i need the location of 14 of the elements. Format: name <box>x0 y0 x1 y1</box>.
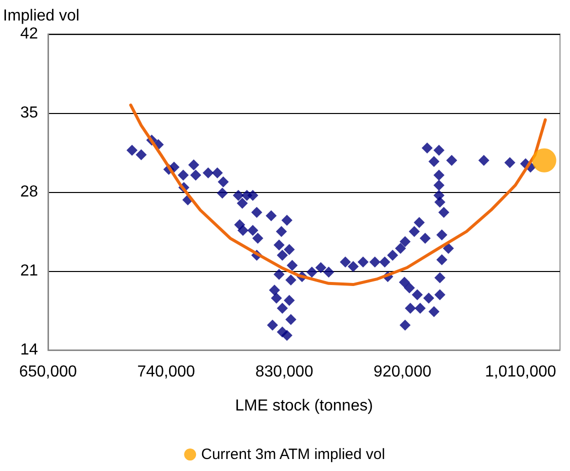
legend-label: Current 3m ATM implied vol <box>201 446 386 463</box>
y-tick-label: 21 <box>20 262 38 280</box>
y-tick-label: 35 <box>20 104 38 122</box>
line-series <box>129 104 547 286</box>
x-tick-label: 650,000 <box>19 364 78 380</box>
y-tick-label: 42 <box>20 26 38 42</box>
x-axis-title: LME stock (tonnes) <box>235 398 373 414</box>
y-tick-label: 14 <box>20 342 38 358</box>
x-tick-label: 920,000 <box>374 364 432 380</box>
y-tick-label: 28 <box>20 184 38 200</box>
y-axis-title: Implied vol <box>3 8 80 24</box>
x-tick-label: 830,000 <box>255 364 314 380</box>
x-tick-label: 740,000 <box>137 364 196 380</box>
x-tick-label: 1,010,000 <box>485 364 556 380</box>
